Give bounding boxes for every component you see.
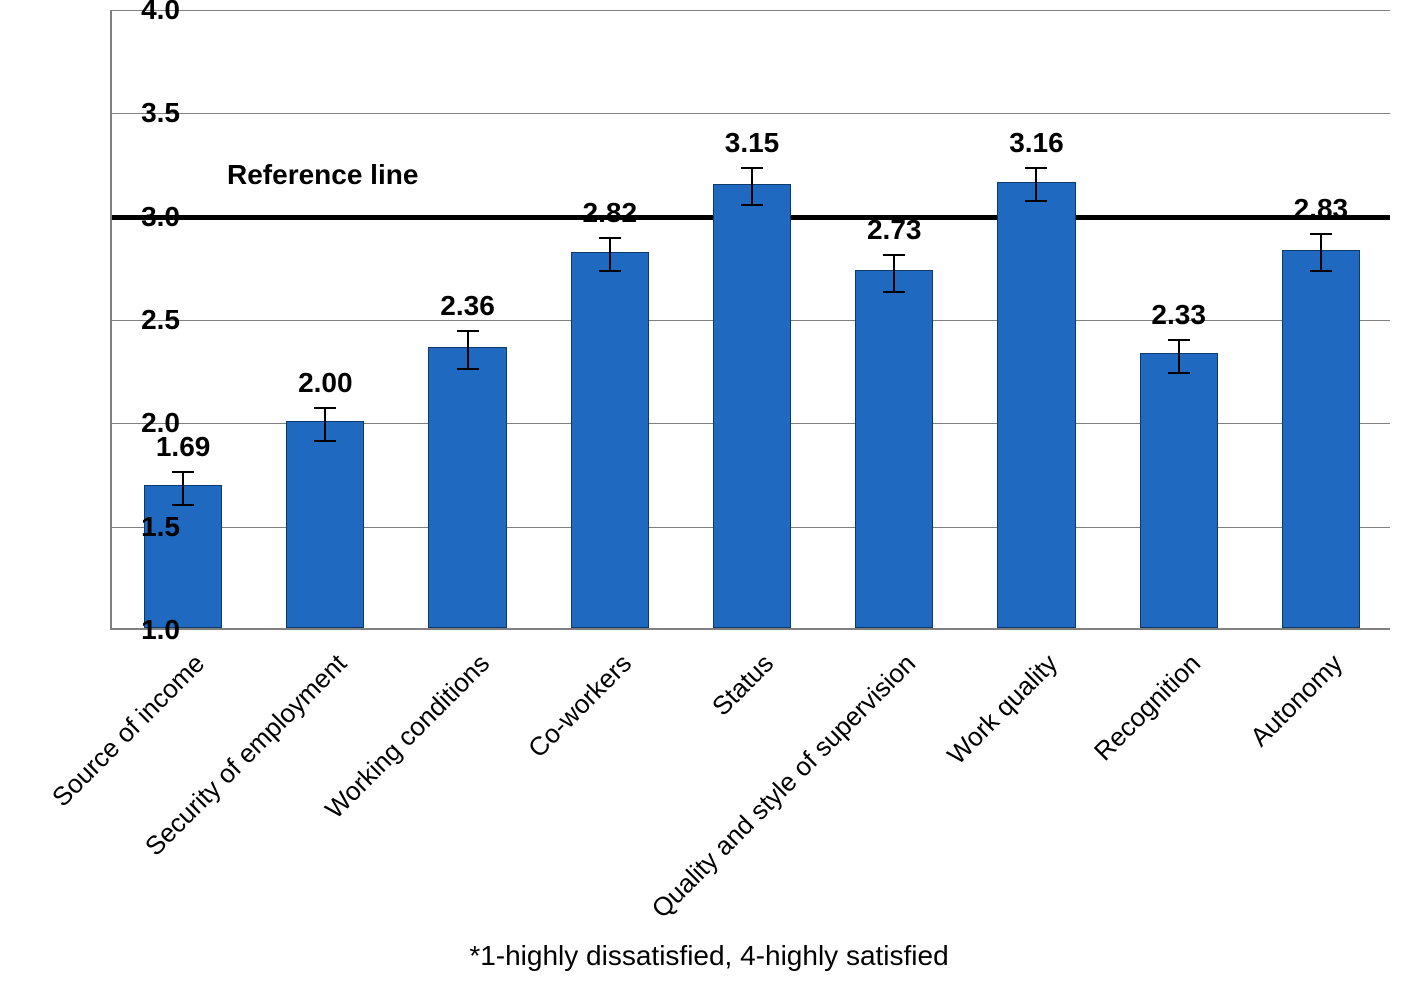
bar-value-label: 3.16 [1009, 127, 1064, 159]
bar [1140, 353, 1218, 628]
chart-footnote: *1-highly dissatisfied, 4-highly satisfi… [0, 940, 1418, 972]
error-cap [172, 471, 194, 473]
error-bar [893, 254, 895, 291]
x-tick-label: Autonomy [1244, 648, 1349, 753]
error-cap [1310, 270, 1332, 272]
y-tick-label: 3.5 [120, 97, 180, 129]
x-tick-label: Source of income [46, 648, 211, 813]
error-bar [467, 330, 469, 367]
bar [855, 270, 933, 628]
error-cap [314, 440, 336, 442]
error-cap [314, 407, 336, 409]
bar-value-label: 2.00 [298, 367, 353, 399]
x-tick-label: Quality and style of supervision [646, 648, 922, 924]
error-bar [751, 167, 753, 204]
bar-value-label: 2.33 [1151, 299, 1206, 331]
plot-area: Reference line1.692.002.362.823.152.733.… [110, 10, 1390, 630]
reference-line-label: Reference line [227, 159, 418, 191]
bar [286, 421, 364, 628]
y-tick-label: 1.5 [120, 511, 180, 543]
bar-value-label: 3.15 [725, 127, 780, 159]
error-bar [1035, 167, 1037, 200]
error-cap [883, 291, 905, 293]
y-tick-label: 2.5 [120, 304, 180, 336]
error-cap [1168, 372, 1190, 374]
bar [144, 485, 222, 628]
error-bar [1178, 339, 1180, 372]
error-bar [609, 237, 611, 270]
error-cap [457, 330, 479, 332]
error-cap [741, 204, 763, 206]
satisfaction-bar-chart: Reference line1.692.002.362.823.152.733.… [40, 0, 1400, 680]
y-tick-label: 2.0 [120, 407, 180, 439]
bar [428, 347, 506, 628]
gridline [112, 10, 1390, 11]
x-tick-label: Co-workers [522, 648, 638, 764]
bar [1282, 250, 1360, 628]
gridline [112, 113, 1390, 114]
bar [713, 184, 791, 628]
y-tick-label: 3.0 [120, 201, 180, 233]
x-tick-label: Status [706, 648, 780, 722]
bar [571, 252, 649, 628]
error-cap [1310, 233, 1332, 235]
bar-value-label: 2.82 [583, 197, 638, 229]
bar-value-label: 2.36 [440, 290, 495, 322]
error-cap [1025, 167, 1047, 169]
x-tick-label: Recognition [1088, 648, 1207, 767]
error-cap [172, 504, 194, 506]
error-cap [1025, 200, 1047, 202]
bar-value-label: 2.73 [867, 214, 922, 246]
error-cap [1168, 339, 1190, 341]
error-bar [324, 407, 326, 440]
error-cap [741, 167, 763, 169]
y-tick-label: 1.0 [120, 614, 180, 646]
error-cap [599, 270, 621, 272]
error-bar [182, 471, 184, 504]
x-tick-label: Work quality [942, 648, 1065, 771]
error-cap [599, 237, 621, 239]
error-cap [457, 368, 479, 370]
error-bar [1320, 233, 1322, 270]
error-cap [883, 254, 905, 256]
bar-value-label: 2.83 [1294, 193, 1349, 225]
bar [997, 182, 1075, 628]
y-tick-label: 4.0 [120, 0, 180, 26]
